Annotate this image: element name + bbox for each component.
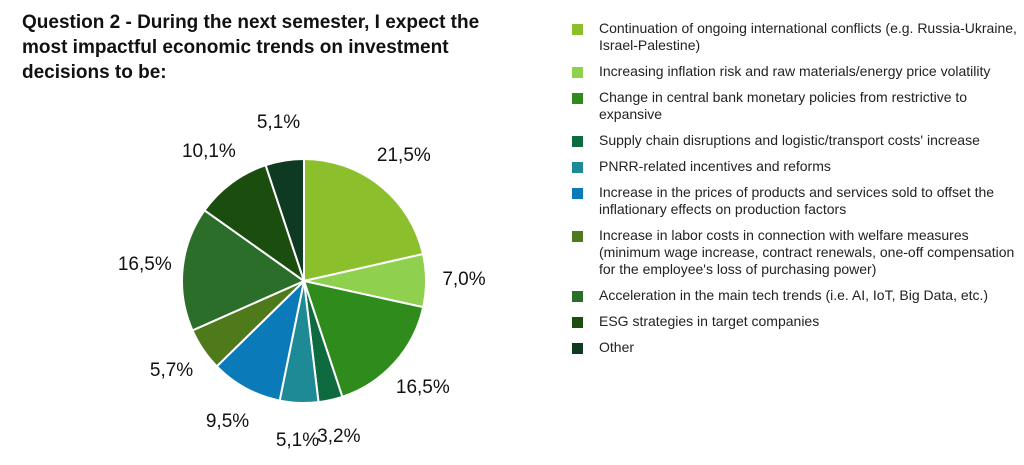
legend-swatch — [572, 67, 583, 78]
legend-item: Acceleration in the main tech trends (i.… — [572, 287, 1017, 304]
legend-swatch — [572, 24, 583, 35]
legend-swatch — [572, 93, 583, 104]
legend-swatch — [572, 343, 583, 354]
slice-label-9: 5,1% — [256, 112, 301, 134]
legend-item: PNRR-related incentives and reforms — [572, 158, 1017, 175]
legend-label: Acceleration in the main tech trends (i.… — [599, 287, 989, 303]
pie-slice-8 — [203, 163, 306, 284]
pie-slice-0 — [303, 157, 425, 283]
slice-label-0: 21,5% — [376, 144, 431, 166]
legend-label: ESG strategies in target companies — [599, 313, 820, 329]
slice-label-7: 16,5% — [117, 253, 172, 275]
legend-label: Supply chain disruptions and logistic/tr… — [599, 132, 980, 148]
legend-item: Increase in the prices of products and s… — [572, 184, 1017, 218]
legend-label: Change in central bank monetary policies… — [599, 89, 968, 122]
chart-title: Question 2 - During the next semester, I… — [22, 12, 480, 83]
pie-slice-9 — [264, 157, 305, 282]
slice-label-3: 3,2% — [317, 426, 361, 448]
legend-label: Increase in the prices of products and s… — [599, 184, 995, 217]
pie-slice-7 — [181, 208, 307, 332]
legend-swatch — [572, 291, 583, 302]
legend-swatch — [572, 188, 583, 199]
slice-label-4: 5,1% — [275, 429, 320, 451]
legend-label: Other — [599, 339, 635, 355]
legend-item: ESG strategies in target companies — [572, 313, 1017, 330]
legend-swatch — [572, 136, 583, 147]
legend-item: Increasing inflation risk and raw materi… — [572, 63, 1017, 80]
legend-item: Continuation of ongoing international co… — [572, 20, 1017, 54]
legend-swatch — [572, 231, 583, 242]
legend-item: Increase in labor costs in connection wi… — [572, 227, 1017, 278]
legend-label: PNRR-related incentives and reforms — [599, 158, 831, 174]
legend-label: Continuation of ongoing international co… — [599, 20, 1017, 53]
legend-swatch — [572, 162, 583, 173]
legend-item: Other — [572, 339, 1017, 356]
legend-label: Increasing inflation risk and raw materi… — [599, 63, 991, 79]
chart-legend: Continuation of ongoing international co… — [572, 20, 1017, 365]
slice-label-1: 7,0% — [442, 269, 486, 291]
legend-swatch — [572, 317, 583, 328]
slice-label-5: 9,5% — [205, 410, 250, 432]
legend-item: Supply chain disruptions and logistic/tr… — [572, 132, 1017, 149]
slice-label-6: 5,7% — [149, 359, 194, 381]
legend-label: Increase in labor costs in connection wi… — [599, 227, 1015, 277]
slice-label-2: 16,5% — [395, 377, 450, 399]
legend-item: Change in central bank monetary policies… — [572, 89, 1017, 123]
slice-label-8: 10,1% — [181, 141, 236, 163]
